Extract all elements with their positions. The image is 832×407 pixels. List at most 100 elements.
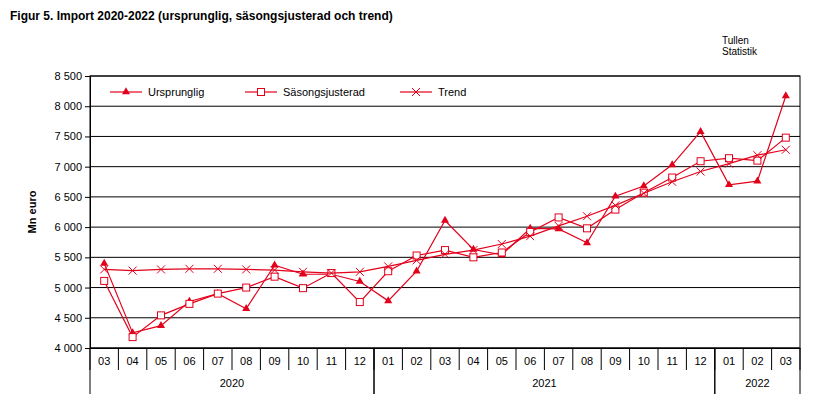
y-tick: 6 000 <box>54 221 90 233</box>
marker <box>300 285 307 292</box>
x-tick: 05 <box>496 348 508 367</box>
grid-line <box>90 166 800 167</box>
x-tick: 03 <box>439 348 451 367</box>
chart: Figur 5. Import 2020-2022 (ursprunglig, … <box>0 0 832 407</box>
x-tick: 12 <box>694 348 706 367</box>
y-tick: 7 000 <box>54 161 90 173</box>
y-tick-label: 8 500 <box>54 70 82 82</box>
marker <box>469 246 477 254</box>
marker <box>782 91 790 98</box>
y-tick-mark <box>85 318 90 319</box>
x-tick: 09 <box>609 348 621 367</box>
y-tick-label: 7 000 <box>54 161 82 173</box>
x-tick-label: 06 <box>524 355 536 367</box>
marker <box>356 277 364 284</box>
grid-line <box>90 227 800 228</box>
marker <box>384 262 392 270</box>
x-tick: 06 <box>524 348 536 367</box>
marker <box>299 268 307 276</box>
marker <box>611 192 619 199</box>
legend-bg <box>106 84 146 100</box>
x-tick: 06 <box>183 348 195 367</box>
x-tick-label: 12 <box>694 355 706 367</box>
title: Figur 5. Import 2020-2022 (ursprunglig, … <box>10 9 393 23</box>
series-line <box>104 150 786 273</box>
marker <box>697 127 705 134</box>
category-separator <box>658 348 659 370</box>
x-tick: 10 <box>297 348 309 367</box>
marker <box>158 312 165 319</box>
x-tick-label: 06 <box>183 355 195 367</box>
legend-label: Ursprunglig <box>148 86 204 98</box>
category-separator <box>743 348 744 370</box>
category-separator <box>544 348 545 370</box>
category-separator <box>260 348 261 370</box>
y-axis: 4 0004 5005 0005 5006 0006 5007 0007 500… <box>54 70 90 354</box>
y-tick-label: 4 500 <box>54 312 82 324</box>
x-tick-label: 08 <box>240 355 252 367</box>
y-tick: 7 500 <box>54 130 90 142</box>
annotation: Tullen <box>722 35 749 46</box>
group-separator <box>714 348 715 394</box>
marker <box>327 269 335 277</box>
x-tick: 11 <box>326 348 337 367</box>
category-separator <box>516 348 517 370</box>
x-tick-label: 04 <box>126 355 138 367</box>
marker <box>555 214 562 221</box>
marker <box>584 225 591 232</box>
marker <box>129 334 136 341</box>
category-separator <box>345 348 346 370</box>
legend-label: Säsongsjusterad <box>283 86 365 98</box>
category-separator <box>288 348 289 370</box>
x-tick: 08 <box>240 348 252 367</box>
marker <box>384 296 392 303</box>
x-tick-label: 08 <box>581 355 593 367</box>
x-tick-label: 01 <box>382 355 394 367</box>
marker <box>753 177 761 184</box>
marker <box>157 321 165 328</box>
x-tick-label: 03 <box>780 355 792 367</box>
y-tick-mark <box>85 348 90 349</box>
grid <box>90 76 800 348</box>
legend-marker <box>122 87 130 94</box>
category-separator <box>317 348 318 370</box>
marker <box>697 158 704 165</box>
y-tick: 5 000 <box>54 282 90 294</box>
plot-frame <box>90 76 800 348</box>
marker <box>555 222 563 230</box>
category-separator <box>629 348 630 370</box>
group-separator <box>374 348 375 394</box>
y-tick-label: 5 500 <box>54 251 82 263</box>
x-tick-label: 10 <box>638 355 650 367</box>
y-tick-label: 8 000 <box>54 100 82 112</box>
marker <box>129 267 137 275</box>
x-tick: 12 <box>354 348 366 367</box>
x-tick-label: 03 <box>439 355 451 367</box>
x-tick: 07 <box>212 348 224 367</box>
x-tick-label: 09 <box>609 355 621 367</box>
marker <box>413 256 421 264</box>
category-separator <box>459 348 460 370</box>
marker <box>668 160 676 167</box>
marker <box>725 180 733 187</box>
marker <box>157 265 165 273</box>
legend: UrsprungligSäsongsjusteradTrend <box>106 84 466 100</box>
grid-line <box>90 257 800 258</box>
x-tick-label: 12 <box>354 355 366 367</box>
x-tick-label: 11 <box>666 355 677 367</box>
y-tick-label: 6 000 <box>54 221 82 233</box>
y-tick: 6 500 <box>54 191 90 203</box>
marker <box>356 299 363 306</box>
y-tick-mark <box>85 136 90 137</box>
category-separator <box>146 348 147 370</box>
category-separator <box>686 348 687 370</box>
category-separator <box>430 348 431 370</box>
marker <box>186 300 193 307</box>
x-tick-label: 11 <box>326 355 337 367</box>
grid-line <box>90 287 800 288</box>
category-separator <box>601 348 602 370</box>
x-tick: 02 <box>410 348 422 367</box>
x-tick: 10 <box>638 348 650 367</box>
y-tick-label: 5 000 <box>54 282 82 294</box>
legend-bg <box>396 84 436 100</box>
